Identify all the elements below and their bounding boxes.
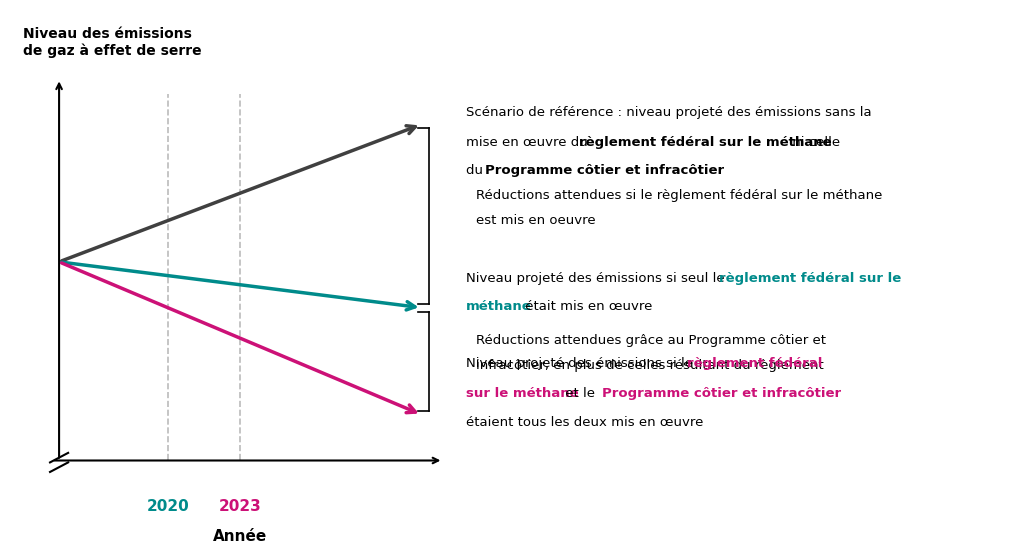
Text: mise en œuvre du: mise en œuvre du xyxy=(466,136,592,149)
Text: étaient tous les deux mis en œuvre: étaient tous les deux mis en œuvre xyxy=(466,416,703,429)
Text: ni celle: ni celle xyxy=(788,136,841,149)
Text: Année: Année xyxy=(213,529,267,544)
Text: règlement fédéral sur le: règlement fédéral sur le xyxy=(719,271,901,284)
Text: Réductions attendues grâce au Programme côtier et: Réductions attendues grâce au Programme … xyxy=(476,334,826,347)
Text: 2023: 2023 xyxy=(219,499,262,514)
Text: Programme côtier et infracôtier: Programme côtier et infracôtier xyxy=(602,387,842,401)
Text: infracôtier, en plus de celles résultant du règlement: infracôtier, en plus de celles résultant… xyxy=(476,359,824,372)
Text: méthane: méthane xyxy=(466,300,531,313)
Text: est mis en oeuvre: est mis en oeuvre xyxy=(476,214,596,227)
Text: était mis en œuvre: était mis en œuvre xyxy=(521,300,652,313)
Text: Scénario de référence : niveau projeté des émissions sans la: Scénario de référence : niveau projeté d… xyxy=(466,106,871,119)
Text: Programme côtier et infracôtier: Programme côtier et infracôtier xyxy=(485,165,725,177)
Text: Niveau projeté des émissions si seul le: Niveau projeté des émissions si seul le xyxy=(466,271,729,284)
Text: Réductions attendues si le règlement fédéral sur le méthane: Réductions attendues si le règlement féd… xyxy=(476,189,883,202)
Text: Niveau des émissions
de gaz à effet de serre: Niveau des émissions de gaz à effet de s… xyxy=(23,27,201,58)
Text: règlement fédéral sur le méthane: règlement fédéral sur le méthane xyxy=(579,136,831,149)
Text: 2020: 2020 xyxy=(146,499,189,514)
Text: et le: et le xyxy=(561,387,599,401)
Text: Niveau projeté des émissions si le: Niveau projeté des émissions si le xyxy=(466,357,697,370)
Text: règlement fédéral: règlement fédéral xyxy=(687,357,822,370)
Text: du: du xyxy=(466,165,487,177)
Text: sur le méthane: sur le méthane xyxy=(466,387,579,401)
